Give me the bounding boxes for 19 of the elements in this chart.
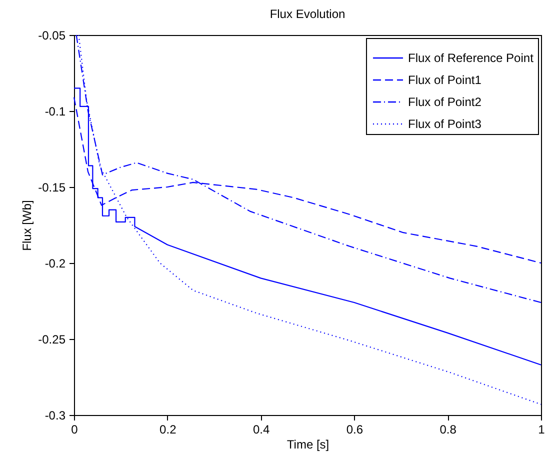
legend-label: Flux of Point3 <box>408 117 482 131</box>
x-tick-label: 0.8 <box>440 422 457 436</box>
legend-label: Flux of Reference Point <box>408 51 534 65</box>
x-axis-title: Time [s] <box>286 438 330 452</box>
legend-label: Flux of Point2 <box>408 95 482 109</box>
x-tick-label: 0.2 <box>160 422 177 436</box>
y-tick-label: -0.15 <box>38 180 66 194</box>
x-tick-label: 0.6 <box>346 422 364 436</box>
y-tick-label: -0.25 <box>38 332 66 346</box>
legend-label: Flux of Point1 <box>408 73 482 87</box>
y-tick-label: -0.05 <box>38 28 66 42</box>
y-axis-title: Flux [Wb] <box>20 200 34 251</box>
chart-title: Flux Evolution <box>270 7 346 21</box>
x-tick-label: 0 <box>71 422 78 436</box>
y-tick-label: -0.3 <box>44 408 66 422</box>
y-tick-label: -0.2 <box>44 256 66 270</box>
y-tick-label: -0.1 <box>44 104 66 118</box>
x-tick-label: 1 <box>538 422 546 436</box>
x-tick-label: 0.4 <box>252 422 270 436</box>
